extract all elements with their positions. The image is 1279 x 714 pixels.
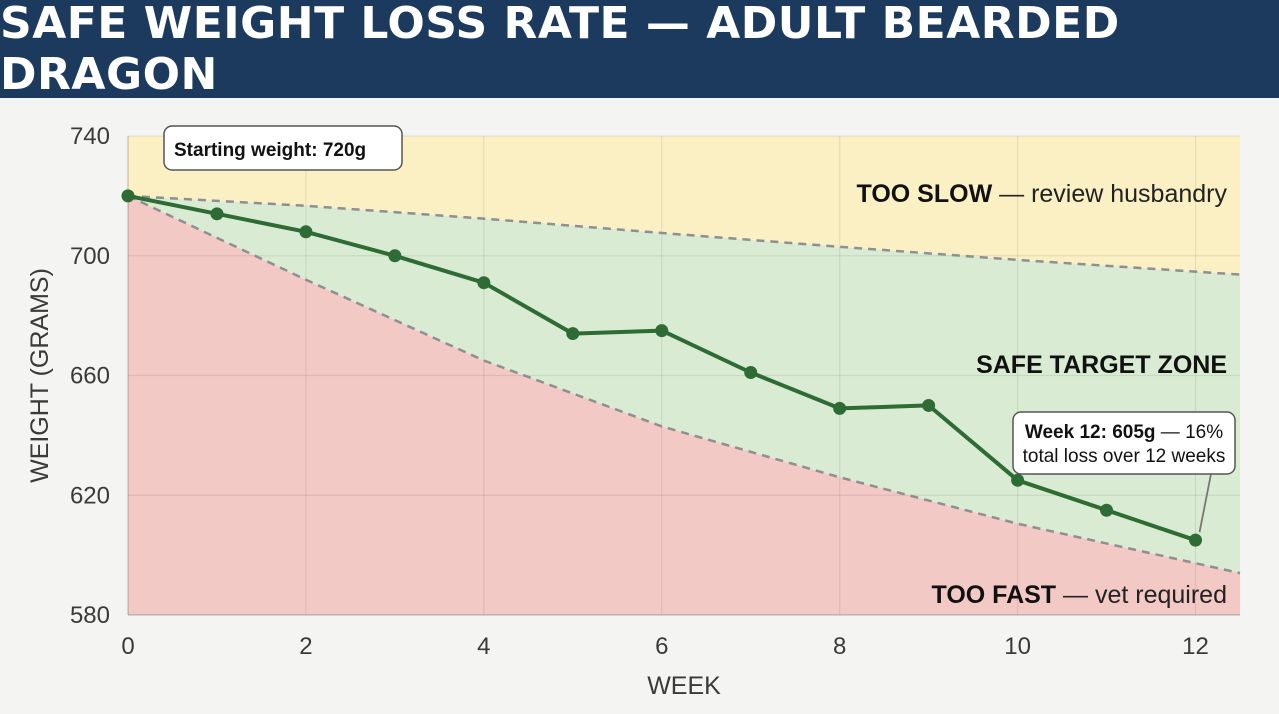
data-point (121, 189, 135, 203)
safe-zone-label: SAFE TARGET ZONE (976, 351, 1227, 379)
start-callout-box (163, 125, 403, 171)
x-tick-label: 4 (477, 633, 490, 660)
too-slow-bold: TOO SLOW (857, 180, 993, 208)
safe-zone-bold: SAFE TARGET ZONE (976, 351, 1227, 379)
end-callout-line1: Week 12: 605g — 16% (1025, 422, 1223, 443)
title-bar: SAFE WEIGHT LOSS RATE — ADULT BEARDED DR… (0, 0, 1279, 100)
y-tick-label: 580 (70, 602, 110, 629)
y-axis-title: WEIGHT (GRAMS) (26, 268, 54, 483)
end-callout-line2: total loss over 12 weeks (1023, 446, 1226, 467)
data-point (388, 249, 402, 263)
chart-title: SAFE WEIGHT LOSS RATE — ADULT BEARDED DR… (0, 0, 1120, 100)
too-slow-rest: — review husbandry (992, 180, 1227, 208)
end-callout-leader (1198, 473, 1212, 533)
data-point (655, 324, 669, 338)
safe-target-zone (128, 195, 1240, 574)
y-tick-label: 620 (70, 482, 110, 509)
end-callout-bold: Week 12: 605g (1025, 422, 1156, 443)
y-tick-label: 660 (70, 363, 110, 390)
data-point (477, 276, 491, 290)
data-point (922, 398, 936, 412)
too-fast-bold: TOO FAST (932, 581, 1057, 609)
data-point (566, 327, 580, 341)
start-callout-text: Starting weight: 720g (174, 140, 366, 161)
x-tick-label: 10 (1004, 633, 1031, 660)
too-fast-rest: — vet required (1056, 581, 1227, 609)
x-axis-title: WEEK (647, 672, 721, 700)
axis-ticks: 580 620 660 700 740 0 2 4 6 8 10 12 (70, 123, 1209, 660)
y-tick-label: 700 (70, 243, 110, 270)
data-point (210, 207, 224, 221)
end-callout-box (1012, 411, 1236, 475)
too-fast-zone (128, 195, 1240, 615)
x-tick-label: 0 (121, 633, 134, 660)
x-tick-label: 2 (299, 633, 312, 660)
data-point (1100, 503, 1114, 517)
x-tick-label: 6 (655, 633, 668, 660)
y-tick-label: 740 (70, 123, 110, 150)
data-point (744, 366, 758, 380)
too-slow-zone (128, 136, 1240, 275)
upper-bound-line (127, 194, 1241, 276)
end-callout-rest: — 16% (1156, 422, 1224, 443)
data-point (299, 225, 313, 239)
data-point (833, 401, 847, 415)
lower-bound-line (127, 194, 1241, 575)
x-tick-label: 8 (833, 633, 846, 660)
x-tick-label: 12 (1182, 633, 1209, 660)
weight-series-points (121, 189, 1203, 547)
too-fast-label: TOO FAST — vet required (932, 581, 1227, 609)
data-point (1189, 533, 1203, 547)
too-slow-label: TOO SLOW — review husbandry (857, 180, 1228, 208)
data-point (1011, 473, 1025, 487)
